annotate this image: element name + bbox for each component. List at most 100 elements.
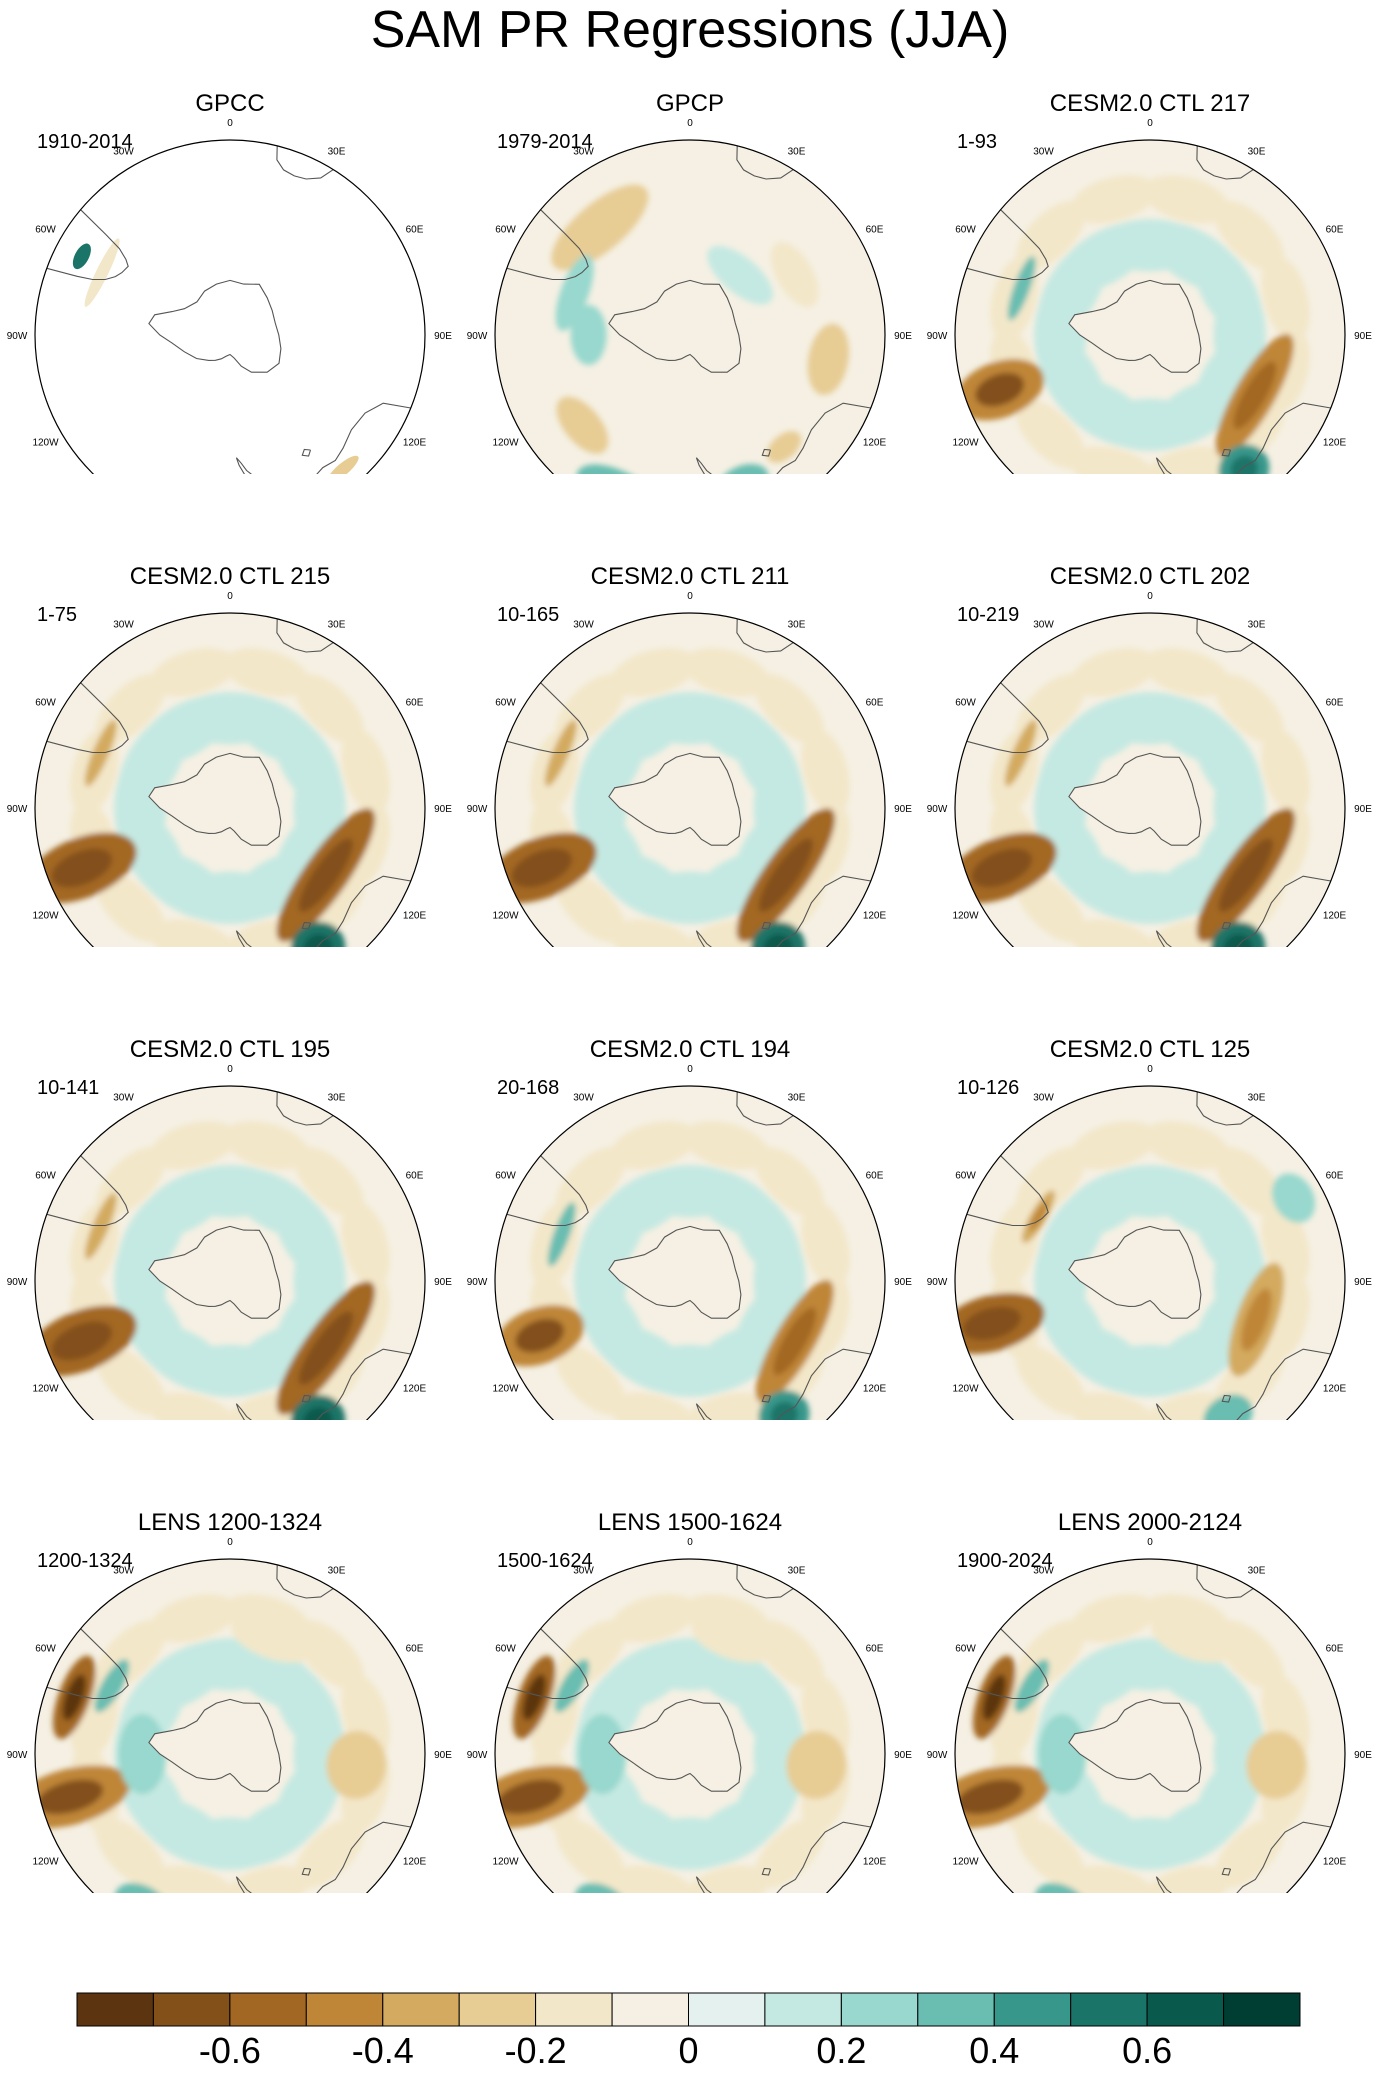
longitude-label: 30E	[788, 620, 806, 631]
map-boundary	[954, 139, 1346, 474]
africa-coast	[736, 1564, 794, 1599]
longitude-label: 90E	[1354, 331, 1372, 342]
tasmania-coast	[761, 1394, 772, 1403]
longitude-label: 30E	[788, 147, 806, 158]
anomaly-blob	[95, 1345, 166, 1416]
tasmania-coast	[301, 1394, 312, 1403]
map-panel: LENS 1200-13241200-1324030E60E90E120E150…	[0, 1419, 460, 1893]
antarctica-fill	[608, 280, 741, 373]
map-boundary	[494, 612, 886, 947]
anomaly-blob	[1261, 728, 1310, 815]
longitude-label: 30W	[113, 620, 134, 631]
polar-map: 030E60E90E120E150E180150W120W90W60W30W	[927, 1537, 1372, 1893]
map-panel: CESM2.0 CTL 20210-219030E60E90E120E150E1…	[920, 473, 1380, 947]
longitude-label: 30E	[1248, 620, 1266, 631]
colorbar-swatch	[1146, 1992, 1224, 2027]
map-boundary	[34, 1085, 426, 1420]
longitude-label: 90W	[467, 331, 488, 342]
anomaly-blob	[1143, 175, 1230, 224]
anomaly-blob	[84, 1192, 117, 1260]
panel-title: CESM2.0 CTL 202	[1049, 563, 1251, 590]
anomaly-core	[298, 838, 353, 912]
australia-coast	[769, 875, 871, 947]
anomaly-blob	[1203, 1394, 1253, 1420]
australia-coast	[309, 875, 411, 947]
longitude-label: 90E	[1354, 804, 1372, 815]
anomaly-blob	[754, 1818, 825, 1889]
panel-period: 1979-2014	[497, 131, 593, 153]
longitude-label: 120W	[32, 1384, 59, 1395]
anomaly-blob	[683, 1865, 770, 1893]
south-america-coast	[966, 682, 1049, 754]
colorbar-tick-label: 0.2	[816, 2030, 867, 2071]
anomaly-blob	[1143, 648, 1230, 697]
longitude-label: 60W	[955, 225, 976, 236]
anomaly-field	[35, 140, 425, 474]
anomaly-blob	[223, 648, 310, 697]
anomaly-blob	[138, 1168, 232, 1238]
anomaly-blob	[138, 695, 232, 765]
longitude-label: 60E	[1326, 698, 1344, 709]
anomaly-blob	[598, 695, 692, 765]
colorbar-tick-label: -0.6	[198, 2030, 261, 2071]
longitude-label: 120E	[863, 1857, 887, 1868]
longitude-label: 60E	[1326, 1644, 1344, 1655]
longitude-label: 30W	[573, 147, 594, 158]
longitude-label: 90E	[434, 1750, 452, 1761]
antarctica-coast	[148, 1698, 282, 1792]
map-boundary	[34, 612, 426, 947]
anomaly-blob	[1261, 255, 1310, 342]
anomaly-blob	[231, 1618, 312, 1663]
longitude-label: 30E	[328, 1093, 346, 1104]
longitude-label: 0	[227, 118, 233, 129]
antarctica-fill	[148, 1699, 281, 1792]
longitude-label: 90W	[467, 804, 488, 815]
anomaly-blob	[770, 242, 819, 307]
anomaly-blob	[1070, 446, 1157, 474]
colorbar-tick-label: -0.4	[351, 2030, 414, 2071]
longitude-label: 120W	[952, 1857, 979, 1868]
longitude-label: 0	[227, 591, 233, 602]
panel-period: 20-168	[497, 1077, 560, 1099]
africa-coast	[736, 1091, 794, 1126]
panel-period: 10-126	[957, 1077, 1020, 1099]
anomaly-core	[298, 1311, 353, 1385]
new-zealand-coast	[1155, 1403, 1182, 1420]
anomaly-blob	[1246, 1731, 1307, 1799]
australia-coast	[309, 1821, 411, 1893]
anomaly-blob	[1214, 200, 1285, 271]
longitude-label: 120W	[952, 911, 979, 922]
anomaly-blob	[1143, 1121, 1230, 1170]
coastlines	[966, 145, 1331, 474]
tasmania-coast	[1221, 1394, 1232, 1403]
anomaly-blob	[294, 1619, 365, 1690]
australia-coast	[1229, 1348, 1331, 1420]
anomaly-blob	[150, 1594, 237, 1643]
longitude-label: 90W	[467, 1277, 488, 1288]
anomaly-blob	[1151, 1618, 1232, 1663]
polar-map: 030E60E90E120E150E180150W120W90W60W30W	[7, 1064, 452, 1420]
longitude-label: 60W	[495, 1644, 516, 1655]
panel-title: CESM2.0 CTL 125	[1049, 1036, 1251, 1063]
anomaly-blob	[223, 1121, 310, 1170]
south-america-coast	[46, 209, 129, 281]
longitude-label: 90W	[7, 1277, 28, 1288]
anomaly-blob	[327, 455, 359, 474]
anomaly-blob	[1058, 1641, 1152, 1711]
colorbar-tick-label: 0.6	[1122, 2030, 1173, 2071]
anomaly-field	[495, 140, 885, 474]
anomaly-blob	[555, 1818, 626, 1889]
south-america-coast	[506, 1155, 589, 1227]
longitude-label: 60E	[866, 1644, 884, 1655]
longitude-label: 120W	[32, 438, 59, 449]
panel-period: 1910-2014	[37, 131, 133, 153]
anomaly-core	[773, 1307, 817, 1376]
australia-coast	[309, 1348, 411, 1420]
panel-title: CESM2.0 CTL 215	[129, 563, 331, 590]
panel-title: CESM2.0 CTL 217	[1049, 90, 1251, 117]
anomaly-blob	[547, 1202, 576, 1267]
longitude-label: 60W	[495, 1171, 516, 1182]
colorbar-tick-label: 0.4	[969, 2030, 1020, 2071]
longitude-label: 90W	[467, 1750, 488, 1761]
longitude-label: 90W	[7, 1750, 28, 1761]
